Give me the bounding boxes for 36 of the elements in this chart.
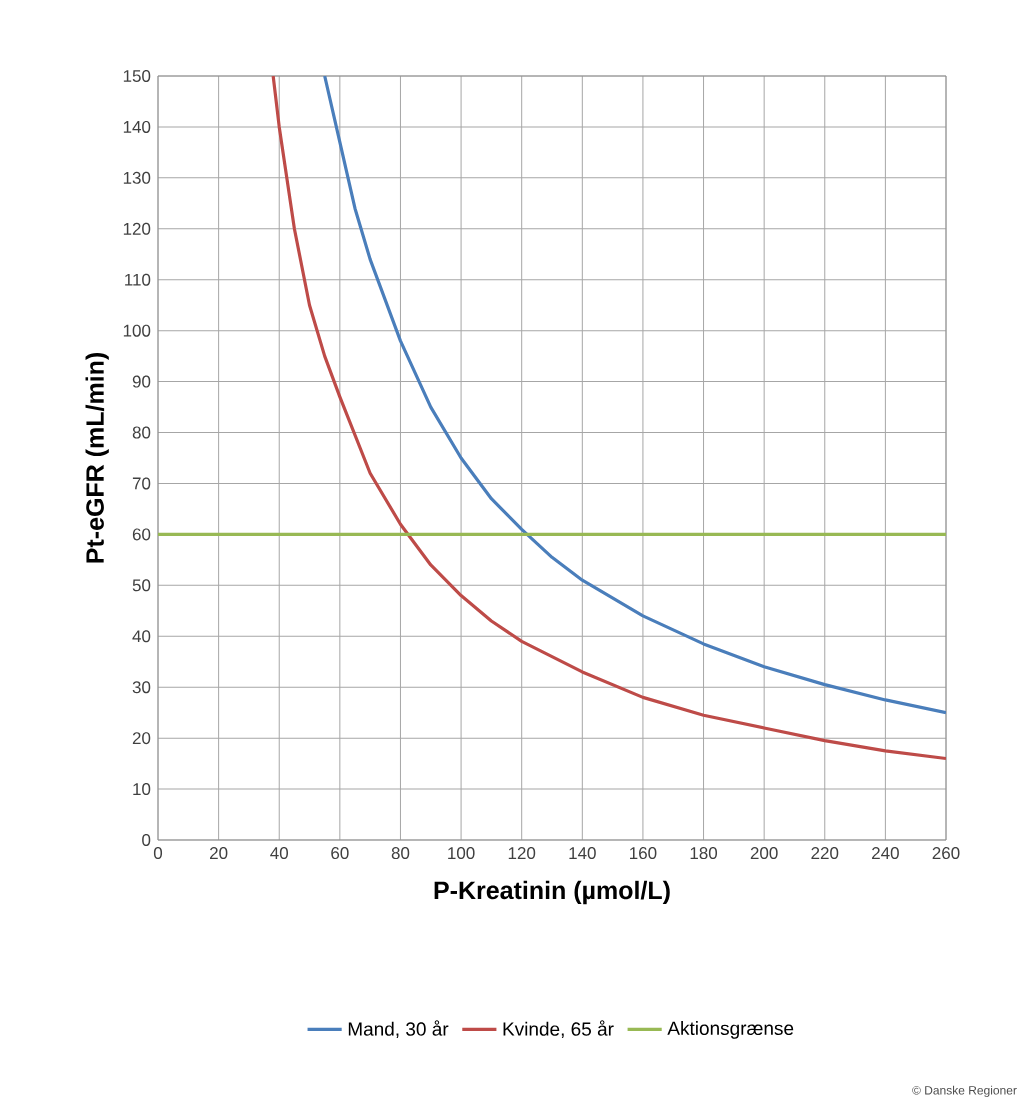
text: © Danske Regioner (912, 1085, 1017, 1097)
y-axis-title: Pt-eGFR (mL/min) (85, 353, 109, 563)
x-tick-label: 40 (270, 847, 289, 860)
x-tick-label: 100 (448, 847, 475, 860)
y-tick-label: 40 (132, 630, 151, 643)
x-tick-label: 80 (391, 847, 410, 860)
legend-label: Mand, 30 år (348, 1020, 449, 1039)
x-axis-title: P-Kreatinin (µmol/L) (434, 880, 670, 905)
x-tick-label: 60 (331, 847, 349, 860)
y-tick-label: 110 (125, 273, 151, 286)
x-tick-label: 120 (508, 847, 536, 860)
x-tick-label: 0 (153, 847, 163, 860)
y-tick-label: 130 (123, 171, 151, 184)
legend-label: Aktionsgrænse (667, 1021, 794, 1039)
x-tick-label: 140 (569, 847, 596, 860)
x-tick-label: 260 (932, 847, 960, 860)
y-tick-label: 100 (123, 324, 151, 337)
x-tick-label: 160 (630, 847, 657, 860)
y-tick-label: 10 (133, 783, 151, 796)
x-tick-label: 240 (872, 847, 899, 860)
y-tick-label: 150 (123, 69, 151, 83)
y-tick-label: 80 (132, 426, 151, 439)
y-tick-label: 120 (123, 222, 151, 235)
x-tick-label: 200 (750, 847, 778, 860)
x-tick-label: 20 (210, 847, 228, 860)
y-tick-label: 20 (132, 732, 151, 745)
x-tick-label: 180 (690, 847, 718, 860)
y-tick-label: 50 (132, 579, 151, 592)
y-tick-label: 60 (132, 528, 151, 541)
legend-label: Kvinde, 65 år (503, 1020, 614, 1039)
x-tick-label: 220 (811, 847, 839, 860)
y-tick-label: 0 (142, 833, 151, 847)
y-tick-label: 140 (123, 120, 151, 133)
y-tick-label: 70 (132, 477, 151, 490)
y-tick-label: 30 (132, 681, 151, 694)
y-tick-label: 90 (132, 375, 151, 388)
